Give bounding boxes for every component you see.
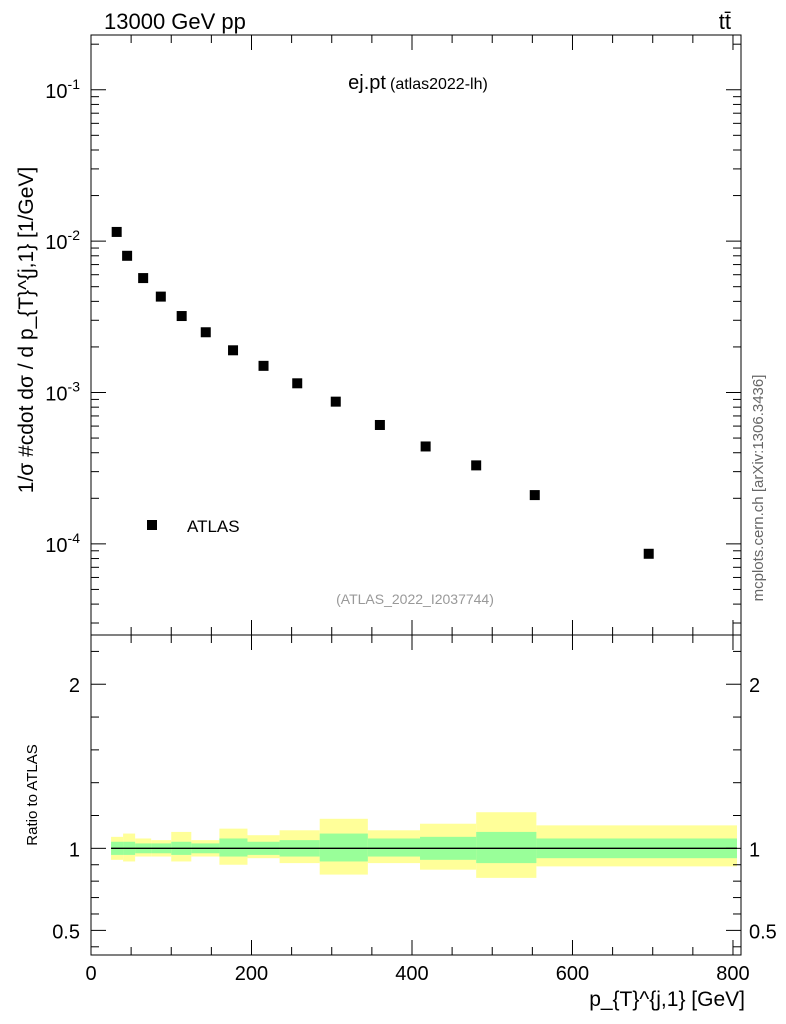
data-point <box>138 273 149 284</box>
main-axis-ticks <box>90 35 741 635</box>
ratio-band-inner <box>319 833 368 862</box>
x-tick-label: 600 <box>556 963 589 985</box>
ratio-y-tick-label: 2 <box>69 675 80 697</box>
x-tick-label: 200 <box>235 963 268 985</box>
legend-label: ATLAS <box>187 517 240 536</box>
y-tick-label: 10-1 <box>45 76 80 103</box>
main-y-axis-label: 1/σ #cdot dσ / d p_{T}^{j,1} [1/GeV] <box>15 167 38 493</box>
x-tick-label: 800 <box>716 963 749 985</box>
ratio-band-inner <box>219 838 248 857</box>
y-tick-label: 10-4 <box>45 530 80 557</box>
ratio-y-tick-label: 1 <box>69 839 80 861</box>
ratio-y-tick-label-right: 2 <box>749 675 760 697</box>
data-point <box>374 419 385 430</box>
side-watermark: mcplots.cern.ch [arXiv:1306.3436] <box>750 375 767 602</box>
plot-title: ej.pt (atlas2022-lh) <box>348 72 488 94</box>
main-plot-frame <box>90 34 742 636</box>
ratio-plot-frame <box>90 634 742 956</box>
data-point <box>228 345 239 356</box>
data-point <box>292 378 303 389</box>
energy-label: 13000 GeV pp <box>104 9 246 34</box>
data-point <box>258 360 269 371</box>
ratio-axis-ticks <box>90 635 741 955</box>
data-point <box>122 250 133 261</box>
data-point <box>529 490 540 501</box>
data-point <box>643 548 654 559</box>
ratio-y-tick-label-right: 0.5 <box>749 921 777 943</box>
ratio-y-tick-labels: 0.5 0.5 1 1 2 2 <box>52 675 777 943</box>
data-point <box>111 226 122 237</box>
x-axis-label: p_{T}^{j,1} [GeV] <box>589 988 745 1011</box>
data-point <box>176 311 187 322</box>
legend-marker <box>147 520 157 530</box>
main-y-tick-labels: 10-1 10-2 10-3 10-4 <box>45 76 80 557</box>
x-tick-labels: 0 200 400 600 800 <box>85 963 749 985</box>
ratio-band-inner <box>476 831 537 864</box>
y-tick-label: 10-2 <box>45 227 80 254</box>
ratio-y-tick-label: 0.5 <box>52 921 80 943</box>
data-point <box>420 441 431 452</box>
x-tick-label: 0 <box>85 963 96 985</box>
process-label: tt̄ <box>719 9 731 34</box>
ratio-band-inner <box>367 838 421 857</box>
ratio-bands <box>111 812 737 878</box>
data-point <box>200 327 211 338</box>
y-tick-label: 10-3 <box>45 378 80 405</box>
ratio-y-tick-label-right: 1 <box>749 839 760 861</box>
data-point <box>471 460 482 471</box>
analysis-label: (ATLAS_2022_I2037744) <box>336 591 494 607</box>
main-data-points <box>111 226 654 559</box>
x-tick-label: 400 <box>395 963 428 985</box>
data-point <box>330 396 341 407</box>
ratio-y-axis-label: Ratio to ATLAS <box>24 744 41 845</box>
data-point <box>155 291 166 302</box>
